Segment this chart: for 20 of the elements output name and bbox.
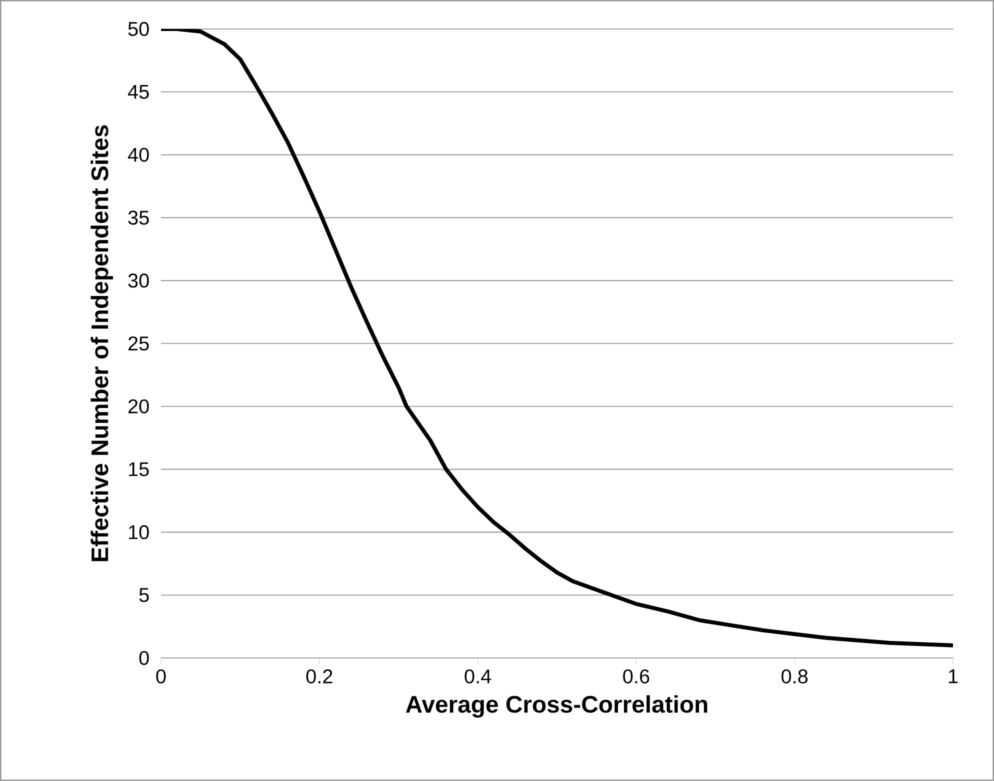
y-tick-label: 25 <box>128 336 149 351</box>
y-tick-label: 35 <box>128 210 149 225</box>
y-tick-label: 0 <box>139 650 149 666</box>
x-tick-label: 0.8 <box>782 669 808 684</box>
x-tick-label: 0.4 <box>464 669 492 684</box>
y-axis-title: Effective Number of Independent Sites <box>90 125 114 562</box>
x-axis-title: Average Cross-Correlation <box>406 695 708 718</box>
x-tick-label: 0.6 <box>623 669 650 684</box>
y-tick-label: 10 <box>129 525 149 540</box>
x-tick-label: 0.2 <box>306 669 332 684</box>
y-tick-label: 15 <box>129 462 149 476</box>
y-tick-label: 45 <box>128 84 149 99</box>
y-tick-label: 50 <box>128 22 149 36</box>
y-tick-label: 30 <box>128 274 149 288</box>
y-tick-label: 40 <box>128 148 149 162</box>
y-tick-label: 20 <box>128 399 149 414</box>
line-series <box>161 28 954 648</box>
x-tick-label: 1 <box>948 669 958 684</box>
x-tick-label: 0 <box>156 669 166 684</box>
y-tick-label: 5 <box>139 588 149 602</box>
